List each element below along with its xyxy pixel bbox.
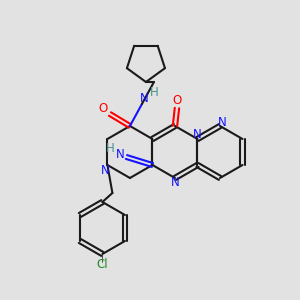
- Text: N: N: [193, 128, 202, 140]
- Text: O: O: [98, 101, 108, 115]
- Text: N: N: [101, 164, 110, 176]
- Text: H: H: [106, 142, 115, 155]
- Text: Cl: Cl: [97, 257, 108, 271]
- Text: N: N: [171, 176, 179, 190]
- Text: N: N: [116, 148, 125, 161]
- Text: H: H: [150, 86, 158, 100]
- Text: N: N: [140, 92, 148, 104]
- Text: N: N: [218, 116, 226, 128]
- Text: O: O: [172, 94, 182, 106]
